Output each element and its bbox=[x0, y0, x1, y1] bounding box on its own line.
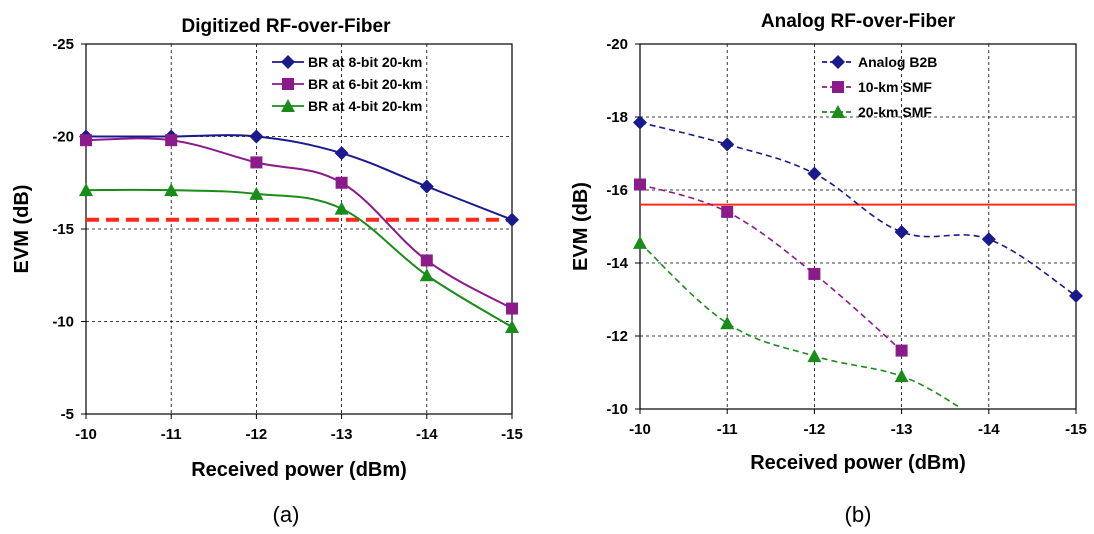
x-tick-label: -13 bbox=[331, 426, 353, 443]
legend-marker bbox=[282, 78, 294, 90]
legend-marker bbox=[831, 105, 845, 118]
data-point bbox=[505, 320, 519, 334]
y-tick-label: -5 bbox=[61, 406, 74, 423]
series-0 bbox=[633, 115, 1083, 303]
data-point bbox=[165, 134, 178, 147]
y-axis-label: EVM (dB) bbox=[570, 182, 592, 271]
data-point bbox=[808, 267, 821, 280]
series-1 bbox=[80, 134, 518, 315]
data-point bbox=[505, 212, 519, 227]
data-point bbox=[164, 183, 179, 197]
y-tick-label: -10 bbox=[606, 401, 628, 418]
data-point bbox=[250, 156, 263, 169]
y-tick-label: -15 bbox=[52, 221, 74, 238]
x-tick-label: -12 bbox=[246, 426, 268, 443]
data-point bbox=[334, 146, 349, 161]
data-point bbox=[334, 201, 349, 215]
y-tick-label: -18 bbox=[606, 109, 628, 126]
data-point bbox=[634, 178, 646, 191]
y-tick-label: -12 bbox=[606, 328, 628, 345]
data-point bbox=[720, 137, 735, 152]
series-2 bbox=[79, 183, 519, 334]
series-line bbox=[640, 121, 1076, 297]
x-tick-label: -14 bbox=[978, 421, 1000, 438]
legend-marker bbox=[832, 81, 844, 93]
legend-label: 20-km SMF bbox=[858, 104, 932, 120]
data-point bbox=[807, 166, 822, 181]
chart-b: -10 -11 -12 -13 -14 -15 -20 -18 -16 -14 -12 -10 Anal… bbox=[570, 11, 1087, 527]
x-tick-label: -15 bbox=[501, 426, 523, 443]
chart-title: Digitized RF-over-Fiber bbox=[181, 16, 391, 37]
chart-a: -10 -11 -12 -13 -14 -15-25-20-15-10-5BR at 8-… bbox=[11, 16, 523, 527]
x-tick-label: -13 bbox=[891, 421, 913, 438]
data-point bbox=[894, 224, 909, 239]
y-tick-label: -20 bbox=[52, 129, 74, 146]
data-point bbox=[249, 129, 264, 144]
x-tick-label: -12 bbox=[804, 421, 826, 438]
data-point bbox=[80, 134, 92, 147]
figure-caption: (b) bbox=[845, 502, 872, 527]
data-point bbox=[420, 254, 433, 267]
data-point bbox=[633, 115, 647, 130]
data-point bbox=[894, 369, 909, 383]
y-axis-label: EVM (dB) bbox=[11, 185, 33, 274]
legend-label: BR at 6-bit 20-km bbox=[308, 76, 422, 92]
legend-marker bbox=[831, 55, 845, 69]
legend-label: BR at 8-bit 20-km bbox=[308, 54, 422, 70]
data-point bbox=[335, 176, 348, 189]
series-2 bbox=[633, 235, 964, 409]
x-axis-label: Received power (dBm) bbox=[750, 452, 966, 474]
y-tick-label: -25 bbox=[52, 36, 74, 53]
y-tick-label: -20 bbox=[606, 36, 628, 53]
y-tick-label: -10 bbox=[52, 314, 74, 331]
y-tick-label: -16 bbox=[606, 182, 628, 199]
x-axis-label: Received power (dBm) bbox=[191, 459, 407, 481]
data-point bbox=[807, 349, 822, 363]
legend-marker bbox=[281, 99, 295, 112]
series-1 bbox=[634, 178, 908, 357]
series-line bbox=[86, 188, 512, 328]
legend: Analog B2B 10-km SMF 20-km SMF bbox=[822, 54, 937, 120]
x-tick-label: -14 bbox=[416, 426, 438, 443]
data-point bbox=[506, 302, 518, 315]
x-tick-label: -11 bbox=[717, 421, 738, 438]
data-point bbox=[1069, 288, 1083, 303]
x-tick-label: -11 bbox=[161, 426, 182, 443]
series-line bbox=[86, 137, 512, 310]
data-point bbox=[79, 183, 93, 197]
legend-label: 10-km SMF bbox=[858, 79, 932, 95]
data-point bbox=[721, 205, 734, 218]
chart-title: Analog RF-over-Fiber bbox=[761, 11, 956, 32]
data-point bbox=[419, 179, 434, 194]
figure-caption: (a) bbox=[273, 502, 300, 527]
x-tick-label: -10 bbox=[629, 421, 651, 438]
series-line bbox=[86, 134, 512, 221]
data-point bbox=[633, 235, 647, 249]
data-point bbox=[895, 344, 908, 357]
data-point bbox=[419, 268, 434, 282]
data-point bbox=[249, 186, 264, 200]
y-tick-label: -14 bbox=[606, 255, 628, 272]
plot-area bbox=[639, 43, 1077, 410]
legend-label: Analog B2B bbox=[858, 54, 937, 70]
data-point bbox=[981, 232, 996, 247]
x-tick-label: -10 bbox=[75, 426, 97, 443]
legend: BR at 8-bit 20-km BR at 6-bit 20-km BR at … bbox=[272, 54, 422, 114]
legend-label: BR at 4-bit 20-km bbox=[308, 98, 422, 114]
x-tick-label: -15 bbox=[1065, 421, 1087, 438]
data-point bbox=[720, 316, 735, 330]
series-line bbox=[640, 183, 903, 352]
legend-marker bbox=[281, 55, 295, 69]
